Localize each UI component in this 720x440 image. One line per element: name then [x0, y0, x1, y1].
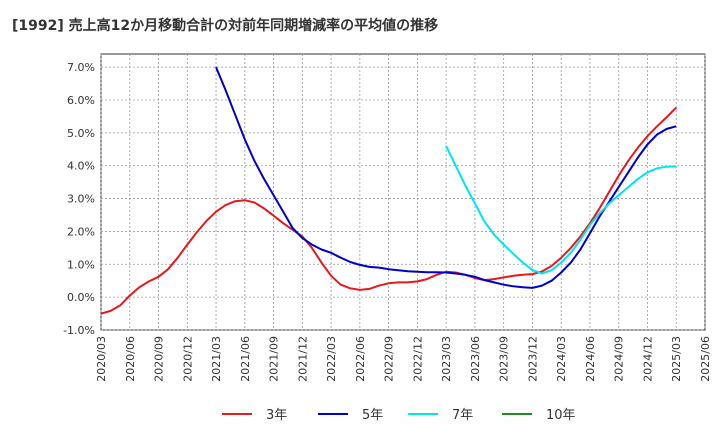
chart-title: [1992] 売上高12か月移動合計の対前年同期増減率の平均値の推移	[12, 17, 438, 34]
x-tick-label: 2020/12	[181, 336, 194, 382]
y-tick-label: 3.0%	[67, 193, 95, 206]
legend-label-1: 5年	[362, 408, 383, 423]
legend: 3年 5年 7年 10年	[222, 408, 576, 423]
x-tick-label: 2023/06	[469, 336, 482, 382]
y-tick-label: 0.0%	[67, 291, 95, 304]
y-axis-ticks: 7.0% 6.0% 5.0% 4.0% 3.0% 2.0% 1.0% 0.0% -1.0%	[63, 61, 95, 337]
x-tick-label: 2021/12	[296, 336, 309, 382]
x-tick-label: 2020/09	[153, 336, 166, 382]
y-tick-label: 2.0%	[67, 225, 95, 238]
series-line-1	[215, 66, 677, 289]
x-tick-label: 2025/03	[670, 336, 683, 382]
y-tick-label: -1.0%	[63, 324, 95, 337]
x-tick-label: 2021/06	[239, 336, 252, 382]
x-tick-label: 2021/03	[210, 336, 223, 382]
x-tick-label: 2023/03	[440, 336, 453, 382]
x-tick-label: 2025/06	[699, 336, 712, 382]
x-tick-label: 2021/09	[268, 336, 281, 382]
y-tick-label: 4.0%	[67, 160, 95, 173]
x-tick-label: 2024/09	[613, 336, 626, 382]
legend-label-0: 3年	[266, 408, 287, 423]
series-lines	[100, 66, 677, 315]
y-tick-label: 5.0%	[67, 127, 95, 140]
legend-label-3: 10年	[546, 408, 576, 423]
x-tick-label: 2022/12	[411, 336, 424, 382]
x-tick-label: 2023/12	[526, 336, 539, 382]
y-tick-label: 6.0%	[67, 94, 95, 107]
y-tick-label: 7.0%	[67, 61, 95, 74]
series-line-0	[100, 106, 677, 315]
x-tick-label: 2024/06	[584, 336, 597, 382]
x-tick-label: 2022/09	[383, 336, 396, 382]
x-tick-label: 2023/09	[498, 336, 511, 382]
x-axis-ticks: 2020/03 2020/06 2020/09 2020/12 2021/03 2021/…	[95, 336, 712, 382]
legend-label-2: 7年	[452, 408, 473, 423]
x-tick-label: 2022/03	[325, 336, 338, 382]
x-tick-label: 2024/03	[555, 336, 568, 382]
grid	[100, 54, 706, 331]
x-tick-label: 2022/06	[354, 336, 367, 382]
series-line-2	[445, 145, 677, 275]
x-tick-label: 2020/03	[95, 336, 108, 382]
y-tick-label: 1.0%	[67, 258, 95, 271]
x-tick-label: 2024/12	[641, 336, 654, 382]
x-tick-label: 2020/06	[124, 336, 137, 382]
